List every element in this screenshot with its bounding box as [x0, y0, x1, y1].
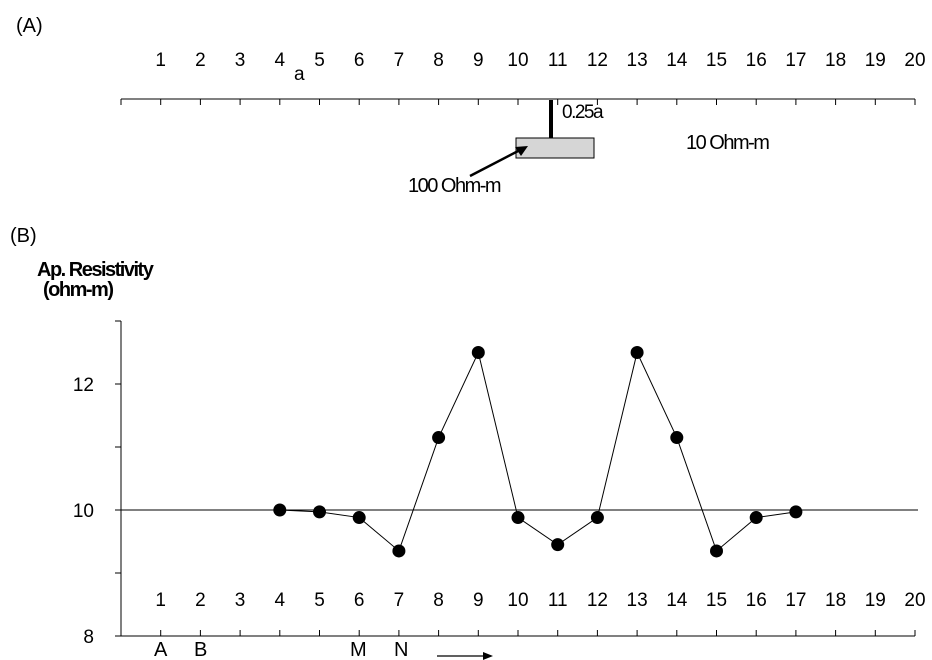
electrode-m: M: [350, 639, 367, 660]
data-point: [273, 503, 287, 517]
x-tick-label: 15: [706, 590, 727, 611]
data-point: [590, 511, 604, 525]
x-tick-label: 10: [507, 590, 528, 611]
panel-a-tick-label: 15: [706, 50, 727, 71]
data-point: [352, 511, 366, 525]
x-tick-label: 4: [275, 590, 286, 611]
data-point: [749, 511, 763, 525]
x-tick-label: 3: [235, 590, 246, 611]
y-axis-label-line1: Ap. Resistivity: [37, 259, 155, 281]
data-point: [670, 431, 684, 445]
panel-a-ticks: [120, 99, 916, 105]
spacing-label: a: [294, 64, 305, 85]
panel-a-tick-label: 16: [746, 50, 767, 71]
data-point: [710, 544, 723, 558]
data-point: [551, 538, 565, 552]
electrode-n: N: [394, 639, 408, 660]
body-pointer-arrow-shaft: [469, 147, 523, 178]
panel-a-tick-label: 5: [314, 50, 325, 71]
electrode-a: A: [154, 639, 168, 660]
panel-a-tick-label: 10: [507, 50, 528, 71]
panel-a-tick-labels: 1 2 3 4 5 6 7 8 9 10 11 12 13 14 15 16 17 18 19 20: [155, 50, 925, 71]
panel-a-tick-label: 14: [666, 50, 688, 71]
x-tick-label: 12: [587, 590, 608, 611]
panel-a-tick-label: 17: [785, 50, 806, 71]
x-tick-label: 20: [904, 590, 925, 611]
x-tick-label: 19: [865, 590, 886, 611]
x-tick-label: 7: [394, 590, 405, 611]
x-tick-label: 9: [473, 590, 484, 611]
x-tick-label: 13: [627, 590, 648, 611]
panel-a-tick-label: 1: [155, 50, 166, 71]
data-point: [432, 431, 446, 445]
panel-a-tick-label: 9: [473, 50, 484, 71]
electrode-b: B: [194, 639, 207, 660]
panel-a: (A) 1 2 3 4 5 6 7 8 9 10 11 12 13 14 15 16 17 18 19 20 a 0.…: [16, 15, 926, 197]
panel-a-tick-label: 12: [587, 50, 608, 71]
data-point: [392, 544, 406, 558]
panel-a-tick-label: 3: [235, 50, 246, 71]
body-resistivity-label: 100 Ohm-m: [408, 175, 501, 197]
panel-a-tick-label: 20: [904, 50, 925, 71]
panel-a-tick-label: 13: [627, 50, 648, 71]
panel-a-tick-label: 7: [394, 50, 405, 71]
depth-label: 0.25a: [562, 102, 604, 123]
y-tick-label: 8: [83, 627, 94, 648]
panel-a-tick-label: 2: [195, 50, 206, 71]
panel-a-tick-label: 11: [548, 50, 568, 71]
panel-a-tick-label: 4: [275, 50, 286, 71]
panel-a-tick-label: 8: [433, 50, 444, 71]
x-tick-label: 8: [433, 590, 444, 611]
x-tick-label: 11: [548, 590, 568, 611]
data-point: [471, 346, 485, 359]
x-tick-label: 2: [195, 590, 206, 611]
data-point: [630, 346, 644, 359]
body-pointer-arrow-icon: [515, 146, 528, 156]
x-tick-label: 1: [155, 590, 166, 611]
panel-a-tick-label: 19: [865, 50, 886, 71]
data-point: [511, 511, 525, 525]
panel-a-tick-label: 6: [354, 50, 365, 71]
x-tick-label: 6: [354, 590, 365, 611]
x-tick-label: 14: [666, 590, 688, 611]
panel-b-label: (B): [10, 225, 37, 247]
x-tick-label: 18: [825, 590, 846, 611]
y-tick-label: 12: [73, 375, 94, 396]
panel-a-label: (A): [16, 15, 43, 37]
series-line: [279, 350, 796, 552]
data-point: [313, 505, 326, 519]
right-arrow-icon: [437, 652, 493, 660]
y-tick-label: 10: [73, 501, 94, 522]
x-tick-label: 16: [746, 590, 767, 611]
x-tick-label: 17: [785, 590, 806, 611]
data-point: [789, 505, 803, 519]
x-tick-label: 5: [314, 590, 325, 611]
resistive-body: [515, 137, 595, 159]
y-axis-label-line2: (ohm-m): [43, 279, 113, 301]
host-resistivity-label: 10 Ohm-m: [686, 132, 769, 154]
panel-a-tick-label: 18: [825, 50, 846, 71]
